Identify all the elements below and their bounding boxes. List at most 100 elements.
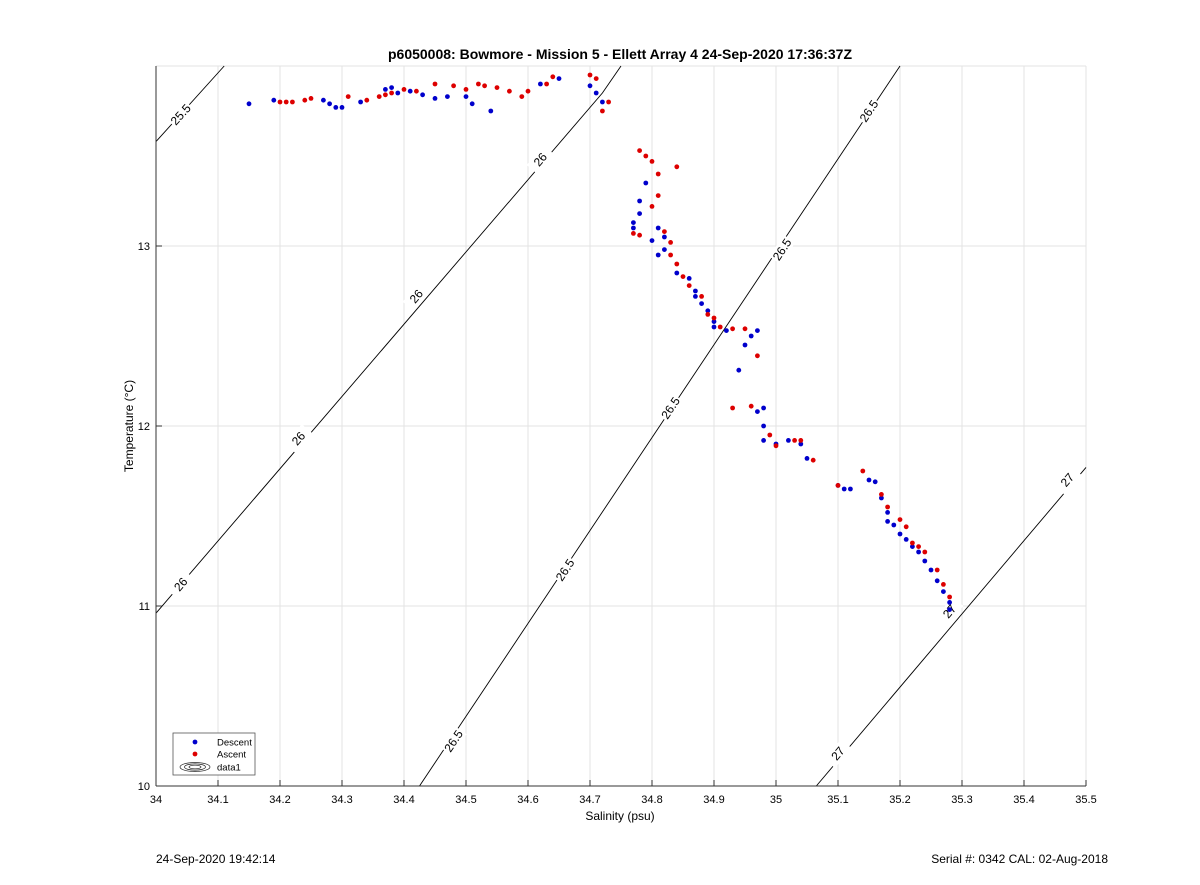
ascent-point	[662, 229, 667, 235]
legend-contour-marker	[188, 764, 202, 770]
contour-label-bg	[1053, 465, 1082, 495]
ascent-point	[593, 76, 599, 81]
contour-label-bg	[526, 145, 555, 175]
x-tick-label: 35.1	[827, 794, 848, 806]
y-axis-label: Temperature (°C)	[122, 380, 136, 472]
descent-point	[848, 486, 853, 492]
ascent-point	[376, 94, 382, 99]
descent-point	[389, 85, 394, 90]
contour-label-bg	[824, 739, 852, 769]
descent-point	[947, 607, 952, 612]
descent-point	[934, 578, 940, 584]
x-tick-label: 34.3	[331, 794, 352, 806]
ascent-point	[885, 504, 890, 510]
ascent-point	[860, 468, 866, 474]
descent-point	[643, 180, 649, 186]
axes: 34 34.1 34.2 34.3 34.4 34.5 34.6 34.7 34.8 34.9 35…	[138, 66, 1097, 806]
descent-point	[748, 333, 754, 339]
ascent-point	[519, 94, 525, 99]
ascent-point	[947, 594, 952, 600]
ascent-point	[717, 324, 723, 330]
descent-point	[947, 600, 952, 605]
x-tick-label: 35.3	[951, 794, 972, 806]
ascent-point	[730, 405, 735, 411]
ascent-point	[525, 88, 531, 94]
ascent-point	[308, 96, 314, 101]
descent-point	[556, 76, 562, 81]
descent-point	[333, 105, 339, 110]
descent-point	[538, 81, 543, 87]
ascent-point	[494, 85, 500, 90]
x-tick-label: 34	[150, 794, 162, 806]
ascent-point	[792, 438, 797, 443]
descent-point	[637, 198, 642, 204]
ascent-point	[414, 88, 419, 94]
ascent-point	[680, 274, 686, 279]
descent-point	[463, 94, 469, 99]
contour-label-bg	[657, 393, 684, 423]
contour-line-25.5	[155, 65, 225, 142]
descent-point	[866, 477, 872, 483]
contour-label-bg	[166, 100, 195, 129]
descent-point	[922, 558, 928, 564]
serial-calibration: Serial #: 0342 CAL: 02-Aug-2018	[931, 852, 1108, 866]
ascent-point	[916, 544, 921, 549]
ascent-point	[934, 567, 940, 573]
descent-point	[761, 423, 766, 429]
legend-contour-marker	[184, 763, 206, 771]
x-tick-label: 35	[770, 794, 782, 806]
descent-point	[693, 294, 698, 299]
grid	[155, 65, 1087, 787]
x-axis-label: Salinity (psu)	[585, 809, 654, 823]
descent-point	[841, 486, 847, 492]
contour-label-bg	[769, 234, 796, 265]
descent-point	[941, 589, 946, 594]
ascent-point	[432, 81, 438, 87]
descent-point	[786, 438, 791, 443]
contour-label-bg	[167, 569, 195, 599]
descent-point	[804, 456, 810, 461]
ascent-point	[798, 438, 804, 443]
descent-point	[407, 88, 413, 94]
legend-contour-marker	[179, 762, 211, 772]
print-timestamp: 24-Sep-2020 19:42:14	[156, 852, 276, 866]
ascent-point	[810, 457, 816, 463]
ascent-point	[507, 88, 512, 94]
x-tick-label: 35.4	[1013, 794, 1034, 806]
descent-point	[587, 83, 593, 89]
ascent-point	[389, 90, 394, 96]
ascent-point	[643, 153, 649, 159]
contour-label-bg	[855, 96, 883, 126]
ascent-point	[674, 261, 680, 267]
descent-point	[339, 105, 345, 110]
descent-point	[593, 90, 599, 96]
y-tick-label: 11	[139, 601, 150, 613]
ascent-point	[668, 252, 673, 258]
ascent-point	[277, 99, 283, 105]
contour-label-bg	[284, 424, 313, 454]
descent-point	[879, 495, 884, 501]
descent-point	[674, 270, 680, 276]
descent-point	[755, 328, 760, 333]
legend-label: Ascent	[217, 750, 246, 761]
descent-point	[488, 108, 494, 114]
descent-point	[897, 531, 903, 537]
descent-point	[705, 308, 711, 314]
descent-point	[686, 276, 692, 281]
descent-point	[469, 101, 475, 107]
x-tick-label: 34.1	[207, 794, 228, 806]
descent-point	[358, 99, 363, 105]
descent-point	[699, 301, 704, 306]
descent-point	[928, 567, 934, 573]
descent-point	[631, 220, 636, 226]
ascent-point	[711, 315, 717, 321]
y-tick-label: 13	[138, 241, 150, 253]
descent-point	[711, 319, 717, 324]
descent-point	[655, 252, 661, 258]
y-tick-label: 10	[138, 781, 150, 793]
descent-point	[655, 225, 661, 231]
descent-point	[755, 409, 760, 414]
ascent-point	[705, 312, 711, 317]
ascent-point	[686, 283, 692, 288]
contour-label-bg	[402, 281, 431, 311]
